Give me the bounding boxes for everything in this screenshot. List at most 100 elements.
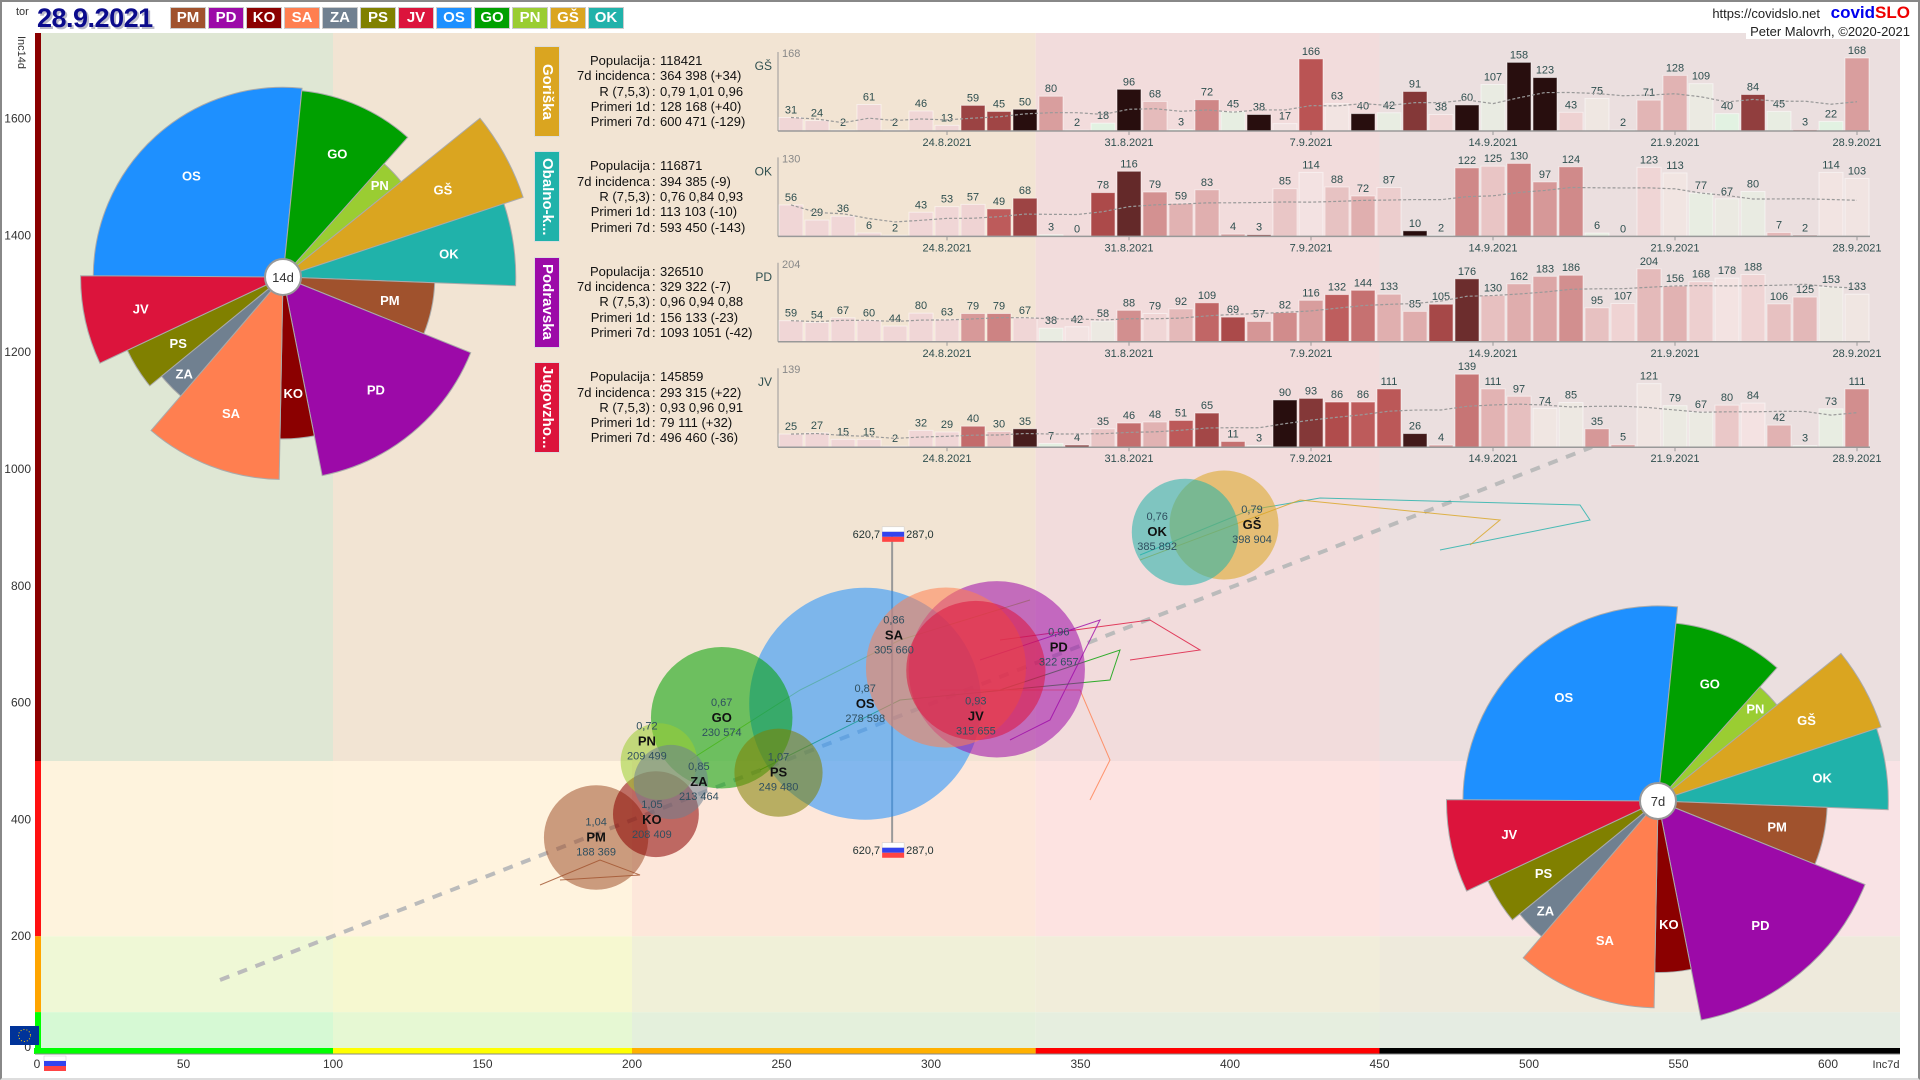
bar-value-label: 125: [1484, 153, 1502, 165]
pie-slice-label: PD: [1751, 918, 1769, 933]
bar-average-line: [790, 91, 1858, 124]
stat-value: 326510: [660, 263, 704, 279]
bar-date-label: 28.9.2021: [1833, 453, 1882, 465]
bar-value-label: 57: [1253, 308, 1265, 320]
pie-slice-SA: [1522, 799, 1659, 1009]
bar: [1714, 198, 1740, 237]
bar-value-label: 139: [1458, 361, 1476, 373]
bubble-r-label: 0,87: [855, 683, 876, 695]
legend-item-PD[interactable]: PD: [208, 7, 244, 29]
author-credit: Peter Malovrh, ©2020-2021: [1746, 24, 1910, 39]
bar-value-label: 123: [1640, 154, 1658, 166]
bar: [1142, 313, 1168, 343]
bar-value-label: 69: [1227, 304, 1239, 316]
legend-item-PN[interactable]: PN: [512, 7, 548, 29]
pie-slice-label: JV: [133, 301, 149, 316]
legend-item-JV[interactable]: JV: [398, 7, 434, 29]
pie-slice-OK: [1657, 727, 1889, 811]
pie-slice-label: PM: [380, 293, 400, 308]
bar-value-label: 56: [785, 192, 797, 204]
bar: [1090, 428, 1116, 448]
bar-value-label: 45: [993, 98, 1005, 110]
legend-item-KO[interactable]: KO: [246, 7, 282, 29]
bar-value-label: 88: [1123, 297, 1135, 309]
bar-max-label: 139: [782, 364, 800, 376]
bubble-value-label: 385 892: [1137, 541, 1177, 553]
bar: [908, 110, 934, 132]
x-level-bar-segment: [34, 1048, 333, 1054]
legend-item-OS[interactable]: OS: [436, 7, 472, 29]
bar-value-label: 123: [1536, 65, 1554, 77]
bar-value-label: 111: [1849, 376, 1866, 388]
bar-value-label: 24: [811, 108, 823, 120]
bar: [1376, 388, 1402, 448]
legend-item-GŠ[interactable]: GŠ: [550, 7, 586, 29]
bar: [830, 438, 856, 448]
y-tick-label: 0: [24, 1040, 31, 1054]
bar: [960, 313, 986, 343]
bar: [1116, 309, 1142, 343]
stat-label: R (7,5,3): [599, 294, 650, 310]
x-tick-label: 450: [1369, 1057, 1389, 1071]
bar-value-label: 7: [1776, 219, 1782, 231]
bar: [1506, 283, 1532, 343]
pie-slice-PD: [1657, 800, 1866, 1021]
bar-value-label: 96: [1123, 76, 1135, 88]
bar-value-label: 80: [1721, 392, 1733, 404]
bar: [1090, 320, 1116, 343]
bar: [986, 430, 1012, 448]
stat-value: 1093 1051 (-42): [660, 325, 753, 340]
x-tick-label: 600: [1818, 1057, 1838, 1071]
pie-slice-label: JV: [1501, 827, 1517, 842]
bar: [1688, 281, 1714, 343]
bar-value-label: 0: [1620, 223, 1626, 235]
bar-value-label: 80: [1747, 178, 1759, 190]
bar: [908, 429, 934, 448]
bubble-value-label: 315 655: [956, 725, 996, 737]
bar: [1558, 111, 1584, 132]
legend-item-ZA[interactable]: ZA: [322, 7, 358, 29]
bar-date-label: 24.8.2021: [923, 242, 972, 254]
legend-item-PM[interactable]: PM: [170, 7, 206, 29]
bar-value-label: 85: [1565, 390, 1577, 402]
bar: [986, 110, 1012, 132]
bubble-value-label: 322 657: [1039, 656, 1079, 668]
stat-separator: :: [652, 415, 656, 431]
level-bar-segment: [35, 33, 41, 761]
legend-item-OK[interactable]: OK: [588, 7, 624, 29]
slovenia-inc7d-label: 287,0: [906, 529, 934, 541]
legend-item-GO[interactable]: GO: [474, 7, 510, 29]
stat-value: 128 168 (+40): [660, 98, 742, 114]
bubble-r-label: 0,76: [1146, 511, 1167, 523]
bar: [986, 208, 1012, 237]
legend-item-SA[interactable]: SA: [284, 7, 320, 29]
bar: [1012, 197, 1038, 237]
legend-item-PS[interactable]: PS: [360, 7, 396, 29]
bar: [1376, 187, 1402, 237]
region-name-box: Obalno-k...: [534, 151, 560, 243]
stat-value: 79 111 (+32): [660, 415, 733, 431]
bar: [1350, 401, 1376, 448]
bar: [1402, 230, 1428, 237]
bar-value-label: 57: [967, 191, 979, 203]
bar-value-label: 35: [1019, 416, 1031, 428]
bar-value-label: 204: [1640, 256, 1658, 268]
pie-slice-label: PM: [1767, 819, 1787, 834]
bar-value-label: 93: [1305, 385, 1317, 397]
slovenia-flag-icon: [881, 526, 905, 542]
bar: [1272, 123, 1298, 132]
bubble-r-label: 0,79: [1241, 504, 1262, 516]
bar-max-label: 168: [782, 48, 800, 60]
site-url-link[interactable]: https://covidslo.net: [1712, 6, 1820, 21]
bar: [1454, 104, 1480, 132]
bar-chart-region-code: GŠ: [755, 58, 772, 73]
bar: [1818, 171, 1844, 237]
slovenia-inc7d-label: 287,0: [906, 845, 934, 857]
level-bar-segment: [35, 761, 41, 937]
bubble-code-label: OK: [1147, 524, 1167, 539]
x-tick-label: 400: [1220, 1057, 1240, 1071]
bar: [1324, 401, 1350, 448]
bar: [1454, 167, 1480, 237]
